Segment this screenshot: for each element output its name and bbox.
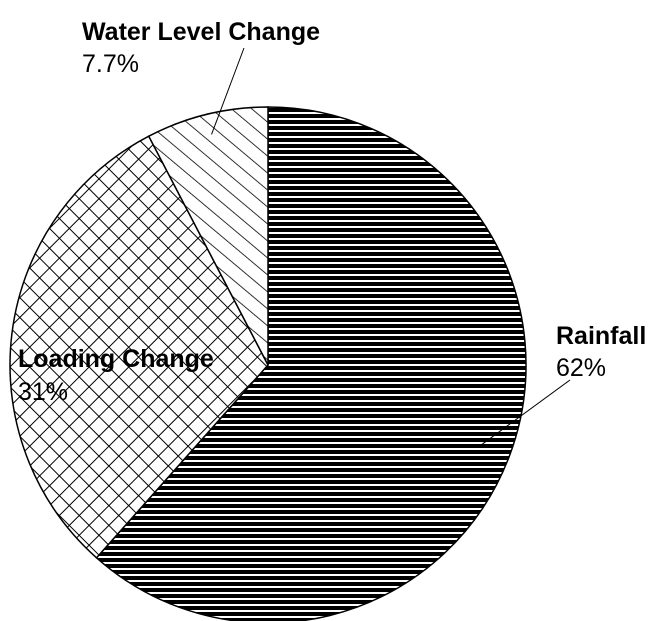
slice-value-text: 31%	[18, 378, 68, 406]
pie-slice-water-level-change	[147, 106, 269, 366]
slice-label-water-level-change: Water Level Change 7.7%	[82, 18, 320, 78]
leader-line-water-level-change	[211, 47, 245, 135]
slice-label-text: Water Level Change	[82, 18, 320, 46]
slice-label-rainfall: Rainfall 62%	[556, 322, 646, 382]
slice-label-text: Rainfall	[556, 322, 646, 350]
leader-line-rainfall	[479, 379, 571, 447]
slice-value-text: 62%	[556, 354, 606, 382]
slice-label-loading-change: Loading Change 31%	[18, 345, 214, 406]
pie-slice-rainfall	[95, 106, 527, 621]
slice-value-text: 7.7%	[82, 50, 139, 78]
slice-label-text: Loading Change	[18, 345, 214, 373]
